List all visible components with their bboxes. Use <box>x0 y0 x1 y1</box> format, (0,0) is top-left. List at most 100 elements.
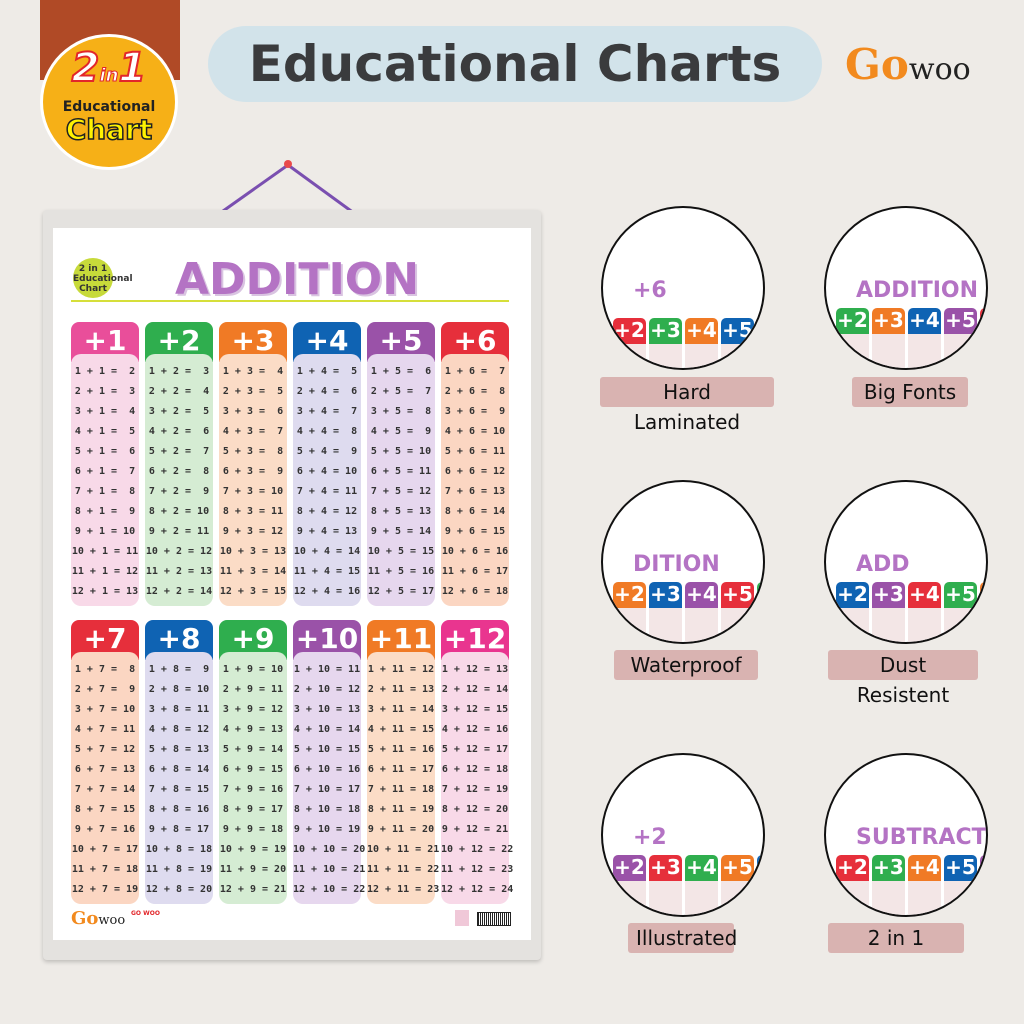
equation: 3 + 8 = 11 <box>148 704 210 715</box>
equation: 4 + 1 = 5 <box>74 426 136 437</box>
equation: 3 + 12 = 15 <box>441 704 509 715</box>
equation: 8 + 3 = 11 <box>222 506 284 517</box>
equation: 12 + 9 = 21 <box>219 884 287 895</box>
equation: 5 + 4 = 9 <box>296 446 358 457</box>
equation: 8 + 6 = 14 <box>444 506 506 517</box>
equation: 3 + 5 = 8 <box>370 406 432 417</box>
title-underline <box>71 300 509 302</box>
equation: 9 + 1 = 10 <box>74 526 136 537</box>
equation: 4 + 6 = 10 <box>444 426 506 437</box>
equation: 11 + 7 = 18 <box>71 864 139 875</box>
addition-column: +12 1 + 12 = 13 2 + 12 = 14 3 + 12 = 15 4 + … <box>441 620 514 904</box>
addition-column: +10 1 + 10 = 11 2 + 10 = 12 3 + 10 = 13 4 + … <box>293 620 366 904</box>
equation: 6 + 12 = 18 <box>441 764 509 775</box>
column-header: +11 <box>367 620 435 660</box>
equation: 8 + 4 = 12 <box>296 506 358 517</box>
equation: 6 + 9 = 15 <box>222 764 284 775</box>
equation: 2 + 6 = 8 <box>444 386 506 397</box>
equation: 8 + 7 = 15 <box>74 804 136 815</box>
equation: 6 + 1 = 7 <box>74 466 136 477</box>
equation: 5 + 2 = 7 <box>148 446 210 457</box>
feature-zoom-circle: +2+3+4+5+6SUBTRACTION <box>824 753 988 917</box>
equation: 2 + 5 = 7 <box>370 386 432 397</box>
equation: 11 + 3 = 14 <box>219 566 287 577</box>
equation: 6 + 4 = 10 <box>296 466 358 477</box>
equation: 7 + 4 = 11 <box>296 486 358 497</box>
equation: 3 + 7 = 10 <box>74 704 136 715</box>
equation: 3 + 10 = 13 <box>293 704 361 715</box>
equation: 7 + 12 = 19 <box>441 784 509 795</box>
qr-code <box>455 910 469 926</box>
equation: 2 + 3 = 5 <box>222 386 284 397</box>
equation: 11 + 1 = 12 <box>71 566 139 577</box>
equation: 3 + 2 = 5 <box>148 406 210 417</box>
equation: 9 + 8 = 17 <box>148 824 210 835</box>
equation: 1 + 3 = 4 <box>222 366 284 377</box>
equation: 12 + 12 = 24 <box>441 884 514 895</box>
equation: 11 + 6 = 17 <box>441 566 509 577</box>
equation: 10 + 2 = 12 <box>145 546 213 557</box>
equation: 9 + 11 = 20 <box>367 824 435 835</box>
equation: 5 + 5 = 10 <box>370 446 432 457</box>
equation: 1 + 4 = 5 <box>296 366 358 377</box>
equation: 1 + 9 = 10 <box>222 664 284 675</box>
equation: 6 + 2 = 8 <box>148 466 210 477</box>
equation: 9 + 4 = 13 <box>296 526 358 537</box>
equation: 3 + 9 = 12 <box>222 704 284 715</box>
inset-text: +2 <box>633 825 667 850</box>
equation: 1 + 1 = 2 <box>74 366 136 377</box>
equation: 11 + 9 = 20 <box>219 864 287 875</box>
equation: 1 + 10 = 11 <box>293 664 361 675</box>
equation: 8 + 10 = 18 <box>293 804 361 815</box>
equation: 12 + 2 = 14 <box>145 586 213 597</box>
equation: 7 + 2 = 9 <box>148 486 210 497</box>
equation: 11 + 12 = 23 <box>441 864 514 875</box>
equation: 5 + 3 = 8 <box>222 446 284 457</box>
equation: 4 + 8 = 12 <box>148 724 210 735</box>
equation: 11 + 11 = 22 <box>367 864 440 875</box>
equation: 12 + 10 = 22 <box>293 884 366 895</box>
equation: 4 + 12 = 16 <box>441 724 509 735</box>
equation: 6 + 3 = 9 <box>222 466 284 477</box>
equation: 9 + 5 = 14 <box>370 526 432 537</box>
equation: 8 + 12 = 20 <box>441 804 509 815</box>
equation: 6 + 6 = 12 <box>444 466 506 477</box>
inset-text: ADDITION <box>856 278 979 303</box>
equation: 1 + 8 = 9 <box>148 664 210 675</box>
equation: 11 + 2 = 13 <box>145 566 213 577</box>
feature-caption: Hard Laminated <box>600 377 774 434</box>
feature-caption: Waterproof <box>614 650 758 680</box>
page-title: Educational Charts <box>208 26 822 102</box>
equation: 3 + 3 = 6 <box>222 406 284 417</box>
poster-title: ADDITION <box>174 254 420 305</box>
feature-caption: Dust Resistent <box>828 650 978 707</box>
equation: 11 + 5 = 16 <box>367 566 435 577</box>
equation: 1 + 6 = 7 <box>444 366 506 377</box>
column-header: +12 <box>441 620 509 660</box>
equation: 1 + 12 = 13 <box>441 664 509 675</box>
equation: 12 + 3 = 15 <box>219 586 287 597</box>
hanging-string <box>215 160 359 218</box>
equation: 8 + 5 = 13 <box>370 506 432 517</box>
equation: 2 + 9 = 11 <box>222 684 284 695</box>
equation: 12 + 11 = 23 <box>367 884 440 895</box>
equation: 8 + 8 = 16 <box>148 804 210 815</box>
equation: 2 + 11 = 13 <box>367 684 435 695</box>
equation: 2 + 1 = 3 <box>74 386 136 397</box>
equation: 7 + 8 = 15 <box>148 784 210 795</box>
equation: 9 + 9 = 18 <box>222 824 284 835</box>
equation: 6 + 8 = 14 <box>148 764 210 775</box>
equation: 11 + 4 = 15 <box>293 566 361 577</box>
equation: 4 + 11 = 15 <box>367 724 435 735</box>
equation: 10 + 12 = 22 <box>441 844 514 855</box>
feature-zoom-circle: +2+3+4+5+6ADDITION <box>824 206 988 370</box>
equation: 9 + 7 = 16 <box>74 824 136 835</box>
equation: 2 + 7 = 9 <box>74 684 136 695</box>
equation: 9 + 3 = 12 <box>222 526 284 537</box>
equation: 5 + 1 = 6 <box>74 446 136 457</box>
